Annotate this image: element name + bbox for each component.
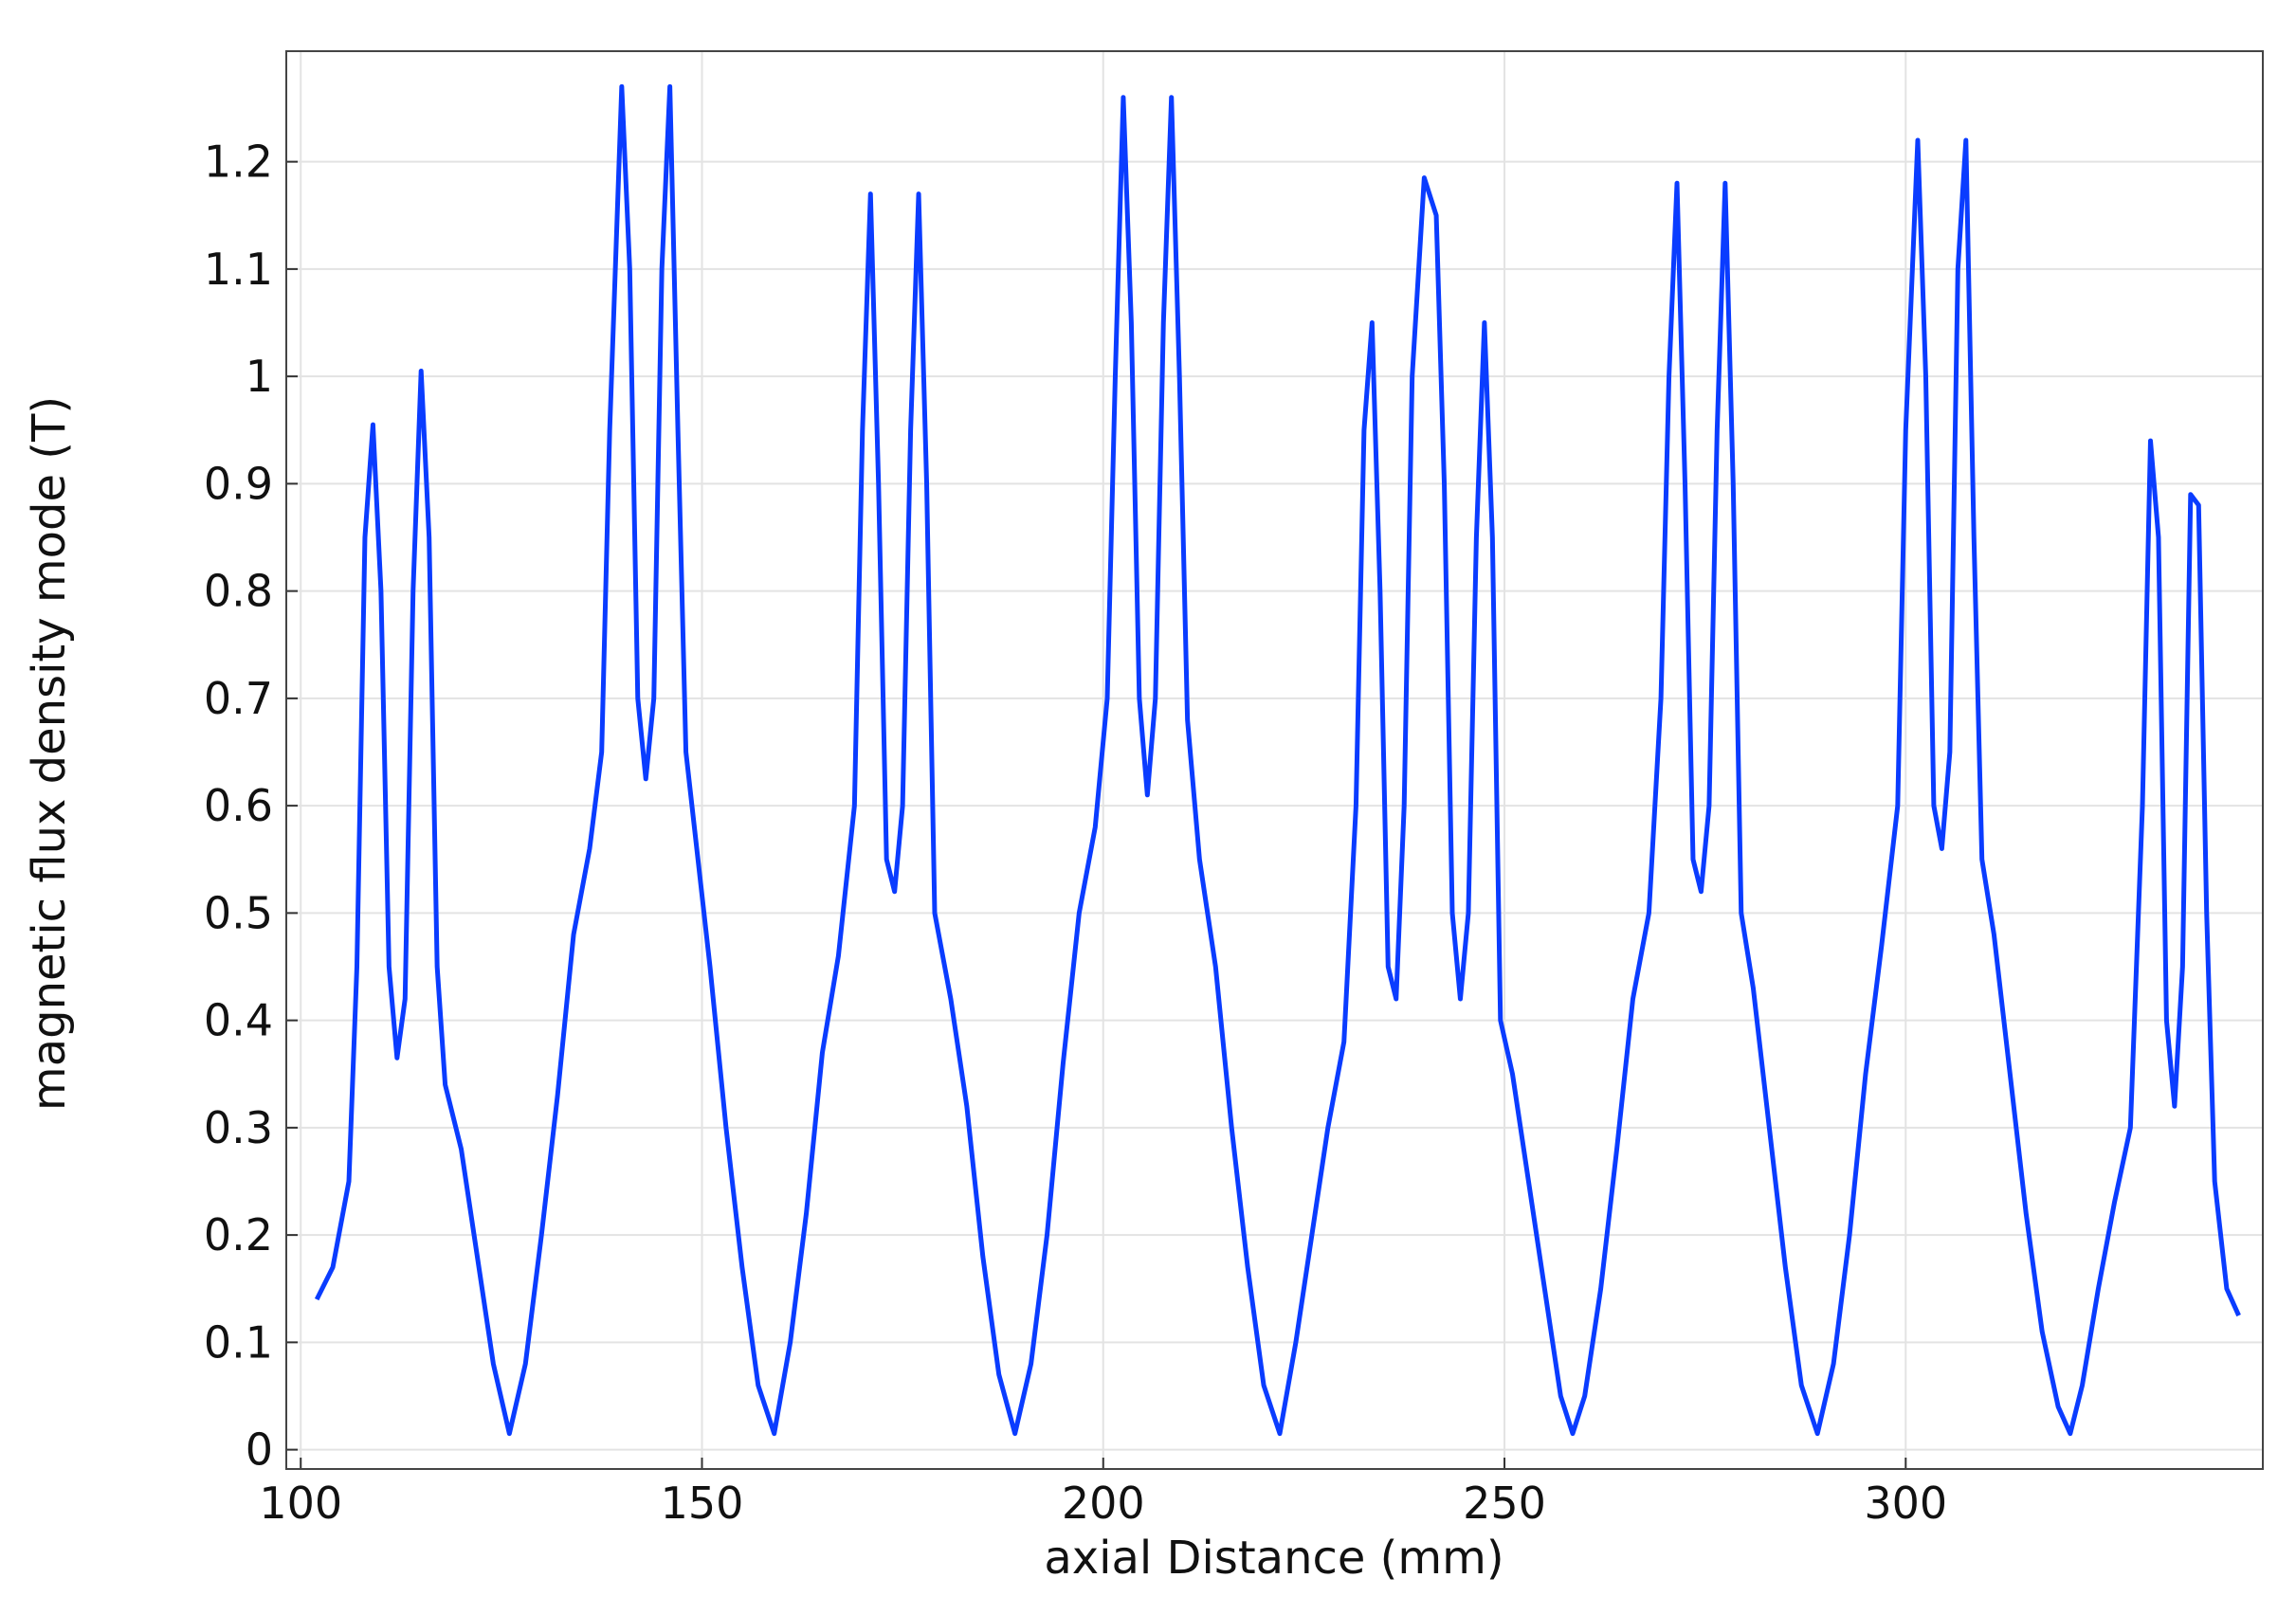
y-tick-label: 1.2 [204,136,273,188]
plot-frame [285,50,2264,1470]
y-tick-label: 0.3 [204,1102,273,1153]
x-tick-label: 100 [259,1478,342,1529]
y-tick-label: 0.8 [204,566,273,617]
x-tick-label: 150 [661,1478,744,1529]
x-tick-label: 300 [1864,1478,1947,1529]
data-line [314,83,2241,1437]
x-tick-label: 200 [1062,1478,1145,1529]
y-tick-label: 0 [246,1424,273,1476]
x-tick-label: 250 [1463,1478,1546,1529]
y-tick-label: 0.7 [204,673,273,724]
y-axis-title: magnetic flux density mode (T) [23,396,76,1111]
y-tick-label: 0.1 [204,1316,273,1368]
y-tick-label: 1.1 [204,244,273,295]
y-tick-label: 0.6 [204,780,273,831]
y-tick-label: 0.9 [204,458,273,509]
x-axis-title: axial Distance (mm) [1044,1532,1503,1585]
y-tick-label: 0.4 [204,995,273,1046]
y-tick-label: 0.2 [204,1209,273,1260]
y-tick-label: 0.5 [204,887,273,938]
y-tick-label: 1 [246,351,273,402]
